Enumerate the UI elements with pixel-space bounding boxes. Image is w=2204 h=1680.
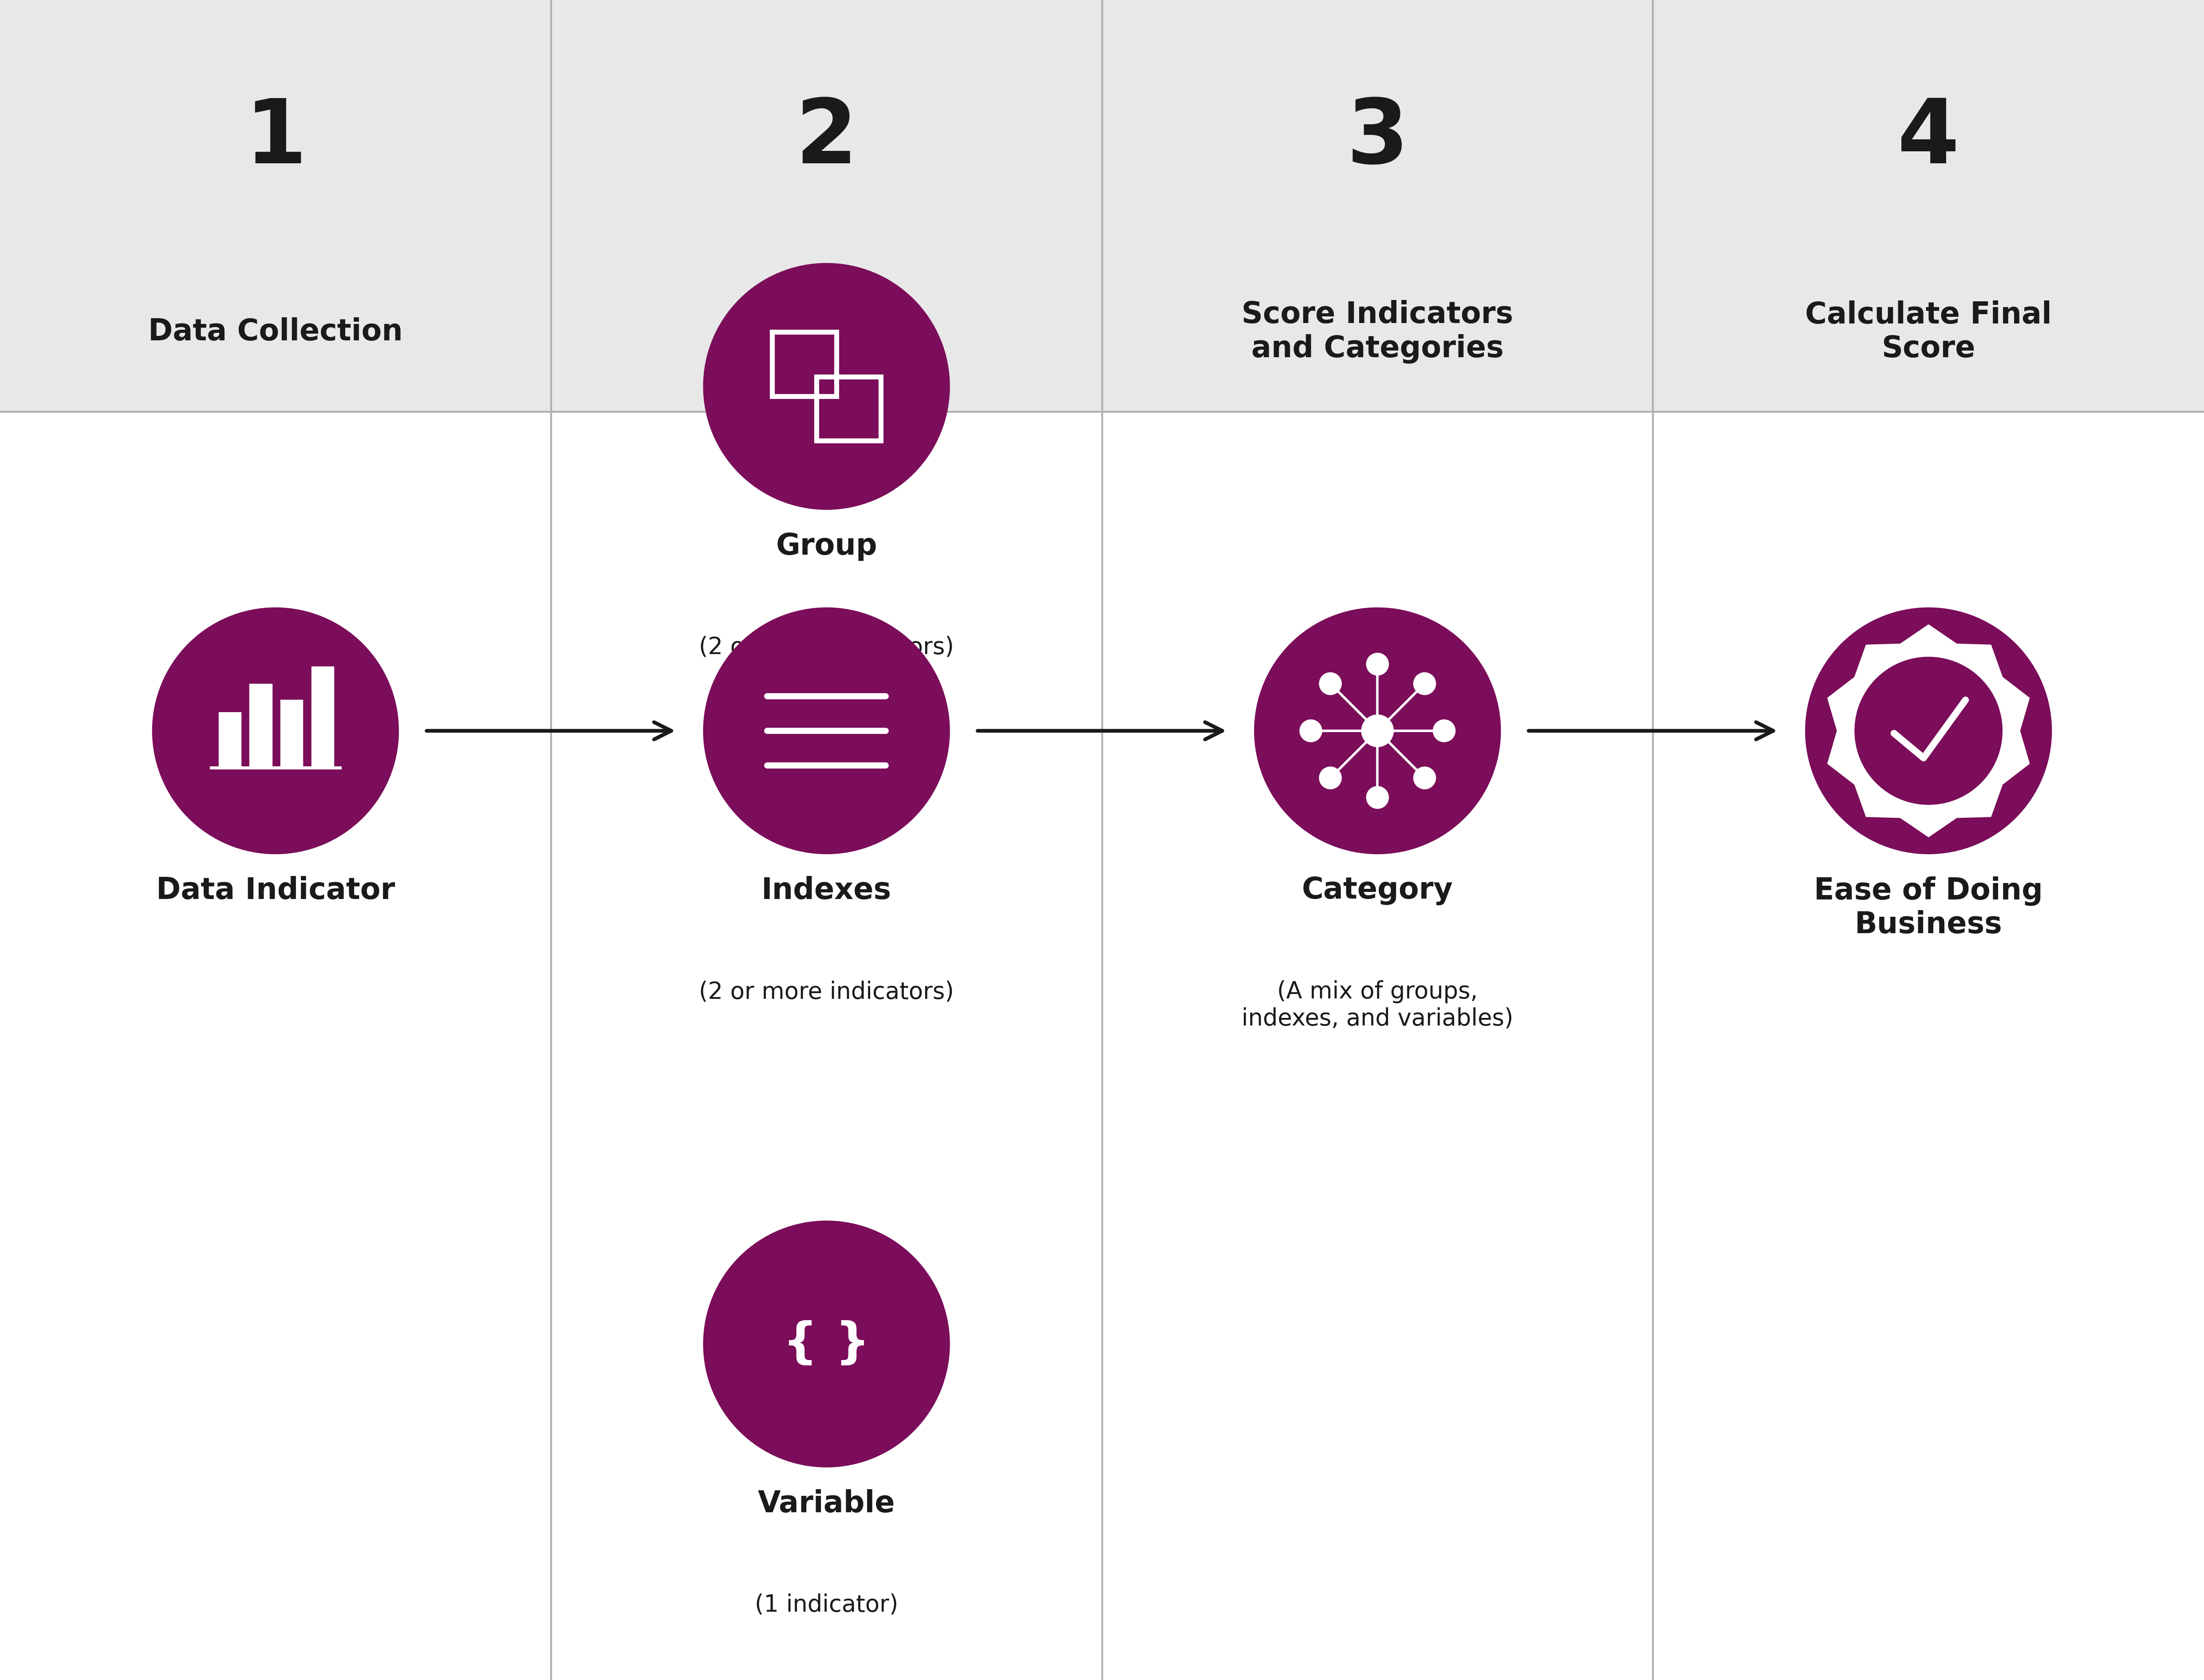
Bar <box>218 712 240 768</box>
Text: 2: 2 <box>796 96 857 181</box>
Text: Ease of Doing
Business: Ease of Doing Business <box>1814 875 2043 939</box>
Bar <box>280 701 302 768</box>
Text: Score Indicators
and Categories: Score Indicators and Categories <box>1241 301 1514 363</box>
Ellipse shape <box>1366 786 1389 808</box>
Ellipse shape <box>1854 657 2003 805</box>
Ellipse shape <box>1366 654 1389 675</box>
Text: (2 or more indicators): (2 or more indicators) <box>699 979 954 1003</box>
Ellipse shape <box>703 608 950 853</box>
Ellipse shape <box>1254 608 1501 853</box>
Text: Data Indicator: Data Indicator <box>156 875 395 906</box>
Ellipse shape <box>1362 714 1393 748</box>
Text: Group: Group <box>776 531 877 561</box>
Ellipse shape <box>1320 672 1342 696</box>
Ellipse shape <box>1320 766 1342 790</box>
Text: Categorize: Categorize <box>736 318 917 346</box>
Ellipse shape <box>1805 608 2052 853</box>
Ellipse shape <box>1413 766 1435 790</box>
Text: Data Collection: Data Collection <box>148 318 403 346</box>
Ellipse shape <box>152 608 399 853</box>
Text: 3: 3 <box>1347 96 1408 181</box>
Text: Category: Category <box>1303 875 1452 906</box>
FancyBboxPatch shape <box>0 412 2204 1680</box>
Ellipse shape <box>1433 719 1455 743</box>
Bar <box>249 684 271 768</box>
Ellipse shape <box>1413 672 1435 696</box>
Text: Variable: Variable <box>758 1488 895 1519</box>
Text: 1: 1 <box>245 96 306 181</box>
Ellipse shape <box>1300 719 1322 743</box>
Text: Calculate Final
Score: Calculate Final Score <box>1805 301 2052 363</box>
Bar <box>311 667 333 768</box>
Text: 4: 4 <box>1898 96 1959 181</box>
Bar <box>818 376 882 440</box>
Text: (1 indicator): (1 indicator) <box>754 1593 899 1616</box>
Text: Indexes: Indexes <box>760 875 893 906</box>
Ellipse shape <box>703 264 950 509</box>
Text: (A mix of groups,
indexes, and variables): (A mix of groups, indexes, and variables… <box>1241 979 1514 1030</box>
Ellipse shape <box>703 1221 950 1467</box>
FancyBboxPatch shape <box>0 0 2204 412</box>
Polygon shape <box>1827 625 2030 837</box>
Text: { }: { } <box>782 1320 871 1368</box>
Bar <box>771 333 835 396</box>
Text: (2 or more indicators): (2 or more indicators) <box>699 635 954 659</box>
